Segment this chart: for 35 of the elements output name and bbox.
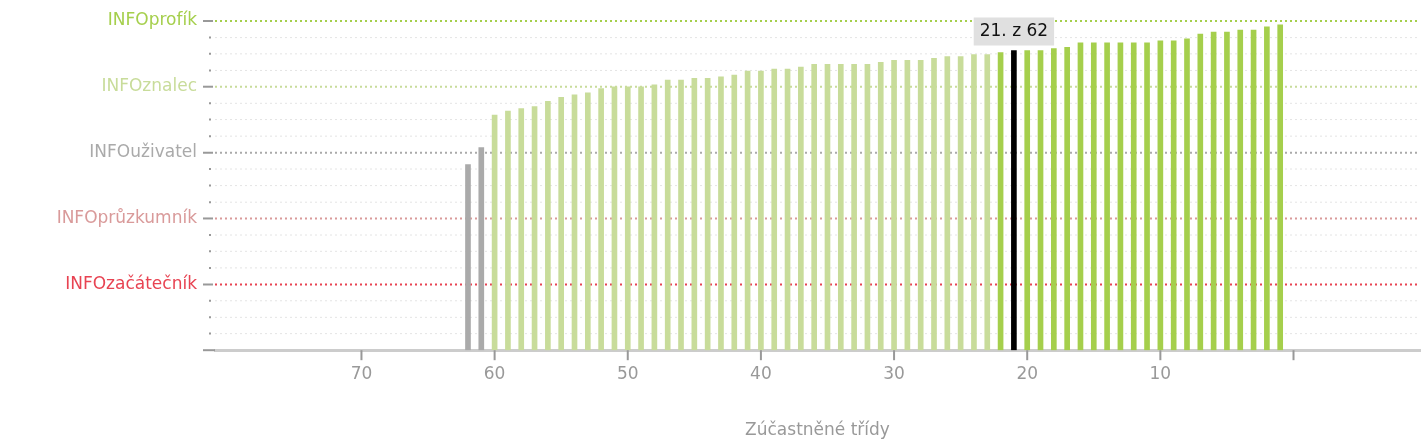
- x-axis-title: Zúčastněné třídy: [745, 419, 890, 440]
- ref-line-label: INFOznalec: [101, 75, 197, 96]
- annotation: 21. z 62: [979, 20, 1049, 41]
- bar: [1130, 42, 1137, 351]
- bar: [1264, 26, 1270, 351]
- bar: [505, 110, 511, 351]
- ref-line-label: INFOprůzkumník: [56, 206, 198, 227]
- bar: [1184, 38, 1190, 351]
- bar: [584, 92, 591, 351]
- x-tick-label: 10: [1149, 362, 1172, 383]
- x-tick-label: 70: [350, 362, 373, 383]
- bar: [1170, 40, 1177, 351]
- bar: [1090, 42, 1097, 351]
- bar: [1024, 50, 1031, 351]
- bar: [1011, 50, 1017, 351]
- bar: [1064, 47, 1070, 351]
- bar: [1051, 48, 1057, 351]
- bar: [465, 164, 471, 351]
- bar: [545, 101, 551, 351]
- bar: [1197, 33, 1204, 351]
- bar: [518, 108, 525, 351]
- bar: [558, 97, 565, 351]
- ref-line-label: INFOzačátečník: [65, 272, 198, 293]
- ref-line-label: INFOuživatel: [89, 141, 197, 162]
- x-tick-label: 20: [1016, 362, 1039, 383]
- x-tick-label: 40: [750, 362, 772, 383]
- x-tick-label: 30: [883, 362, 905, 383]
- bar: [1277, 24, 1284, 351]
- bar: [1144, 42, 1150, 351]
- bar: [1237, 29, 1244, 351]
- bar: [1224, 31, 1230, 351]
- x-tick-label: 50: [616, 362, 639, 383]
- x-tick-label: 60: [483, 362, 506, 383]
- ref-line-label: INFOprofík: [107, 9, 198, 30]
- bar: [1104, 42, 1110, 351]
